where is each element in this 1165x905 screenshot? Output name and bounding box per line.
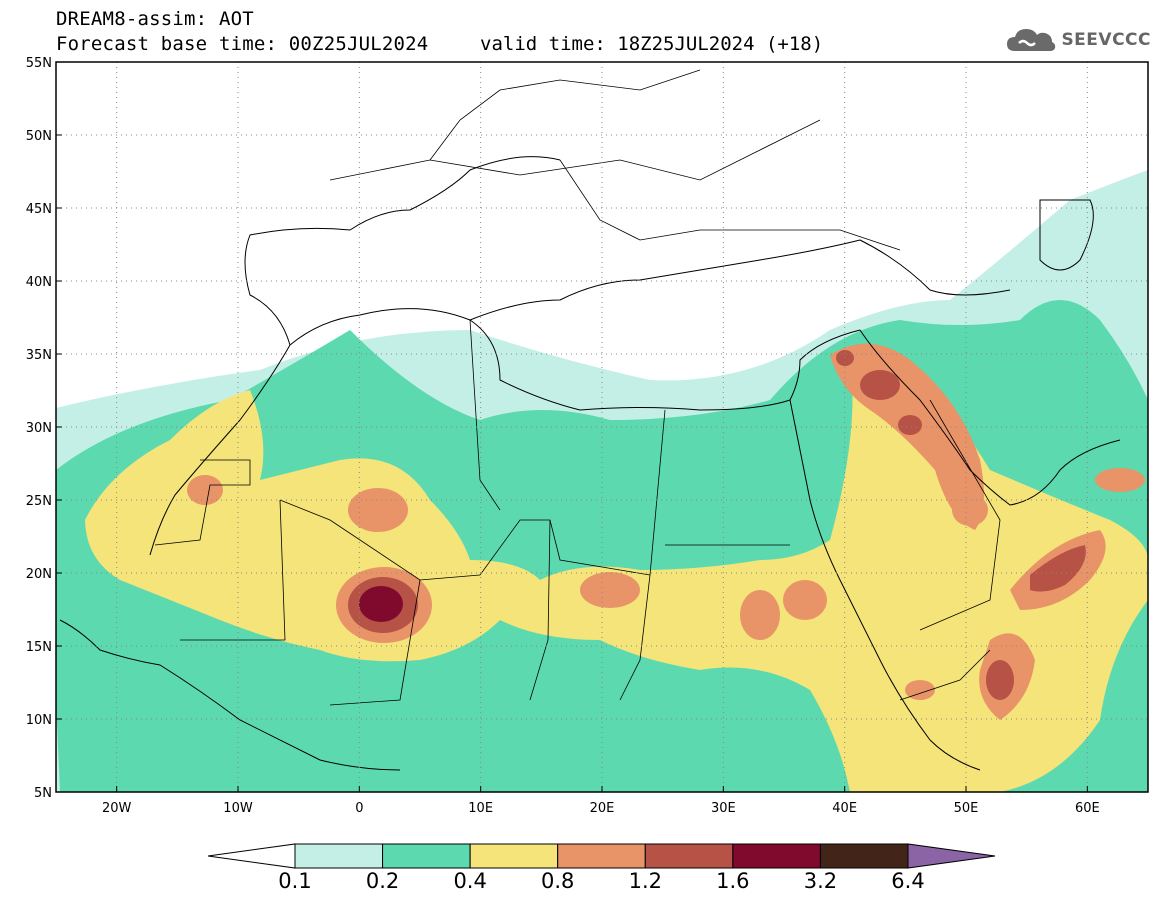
colorbar-swatch: [557, 843, 646, 869]
colorbar-label: 1.2: [629, 869, 662, 893]
colorbar-under-arrow: [207, 843, 296, 869]
map-title: DREAM8-assim: AOT: [56, 8, 254, 30]
colorbar-label: 0.2: [366, 869, 399, 893]
aot-band-1.6: [359, 586, 403, 622]
graticule: [56, 62, 1148, 792]
lat-label: 15N: [26, 640, 52, 655]
logo-text: SEEVCCC: [1061, 30, 1151, 50]
colorbar: 0.1 0.2 0.4 0.8 1.2 1.6 3.2 6.4: [207, 843, 996, 893]
coastlines: [59, 156, 1121, 771]
colorbar-label: 1.6: [716, 869, 749, 893]
country-borders: [154, 69, 1001, 706]
colorbar-label: 0.8: [541, 869, 574, 893]
lat-label: 40N: [26, 275, 52, 290]
lat-label: 20N: [26, 567, 52, 582]
lon-label: 0: [355, 801, 363, 816]
lat-label: 30N: [26, 421, 52, 436]
lat-label: 10N: [26, 713, 52, 728]
longitude-labels: 20W 10W 0 10E 20E 30E 40E 50E 60E: [102, 786, 1100, 816]
lon-label: 20W: [102, 801, 132, 816]
cloud-icon: [1007, 29, 1056, 51]
lon-label: 10W: [223, 801, 253, 816]
lon-label: 10E: [468, 801, 493, 816]
colorbar-swatch: [644, 843, 734, 869]
forecast-base-time: Forecast base time: 00Z25JUL2024: [56, 33, 429, 55]
seevccc-logo: SEEVCCC: [1005, 24, 1151, 56]
lon-label: 60E: [1075, 801, 1100, 816]
colorbar-swatch: [294, 843, 384, 869]
lon-label: 20E: [590, 801, 615, 816]
colorbar-swatch: [732, 843, 821, 869]
colorbar-label: 0.1: [278, 869, 311, 893]
aot-field: [56, 69, 1148, 792]
lon-label: 50E: [954, 801, 979, 816]
lat-label: 35N: [26, 348, 52, 363]
colorbar-swatch: [382, 843, 471, 869]
lat-label: 55N: [26, 56, 52, 71]
colorbar-label: 3.2: [804, 869, 837, 893]
latitude-labels: 55N 50N 45N 40N 35N 30N 25N 20N 15N 10N 5N: [26, 56, 62, 801]
colorbar-label: 0.4: [453, 869, 486, 893]
lon-label: 30E: [711, 801, 736, 816]
lat-label: 5N: [34, 786, 52, 801]
lon-label: 40E: [832, 801, 857, 816]
lat-label: 50N: [26, 129, 52, 144]
valid-time: valid time: 18Z25JUL2024 (+18): [480, 33, 824, 55]
colorbar-swatch: [469, 843, 559, 869]
lat-label: 45N: [26, 202, 52, 217]
aot-band-1.2: [348, 350, 1086, 700]
colorbar-label: 6.4: [891, 869, 924, 893]
colorbar-swatch: [819, 843, 909, 869]
lat-label: 25N: [26, 494, 52, 509]
colorbar-over-arrow: [907, 843, 996, 869]
